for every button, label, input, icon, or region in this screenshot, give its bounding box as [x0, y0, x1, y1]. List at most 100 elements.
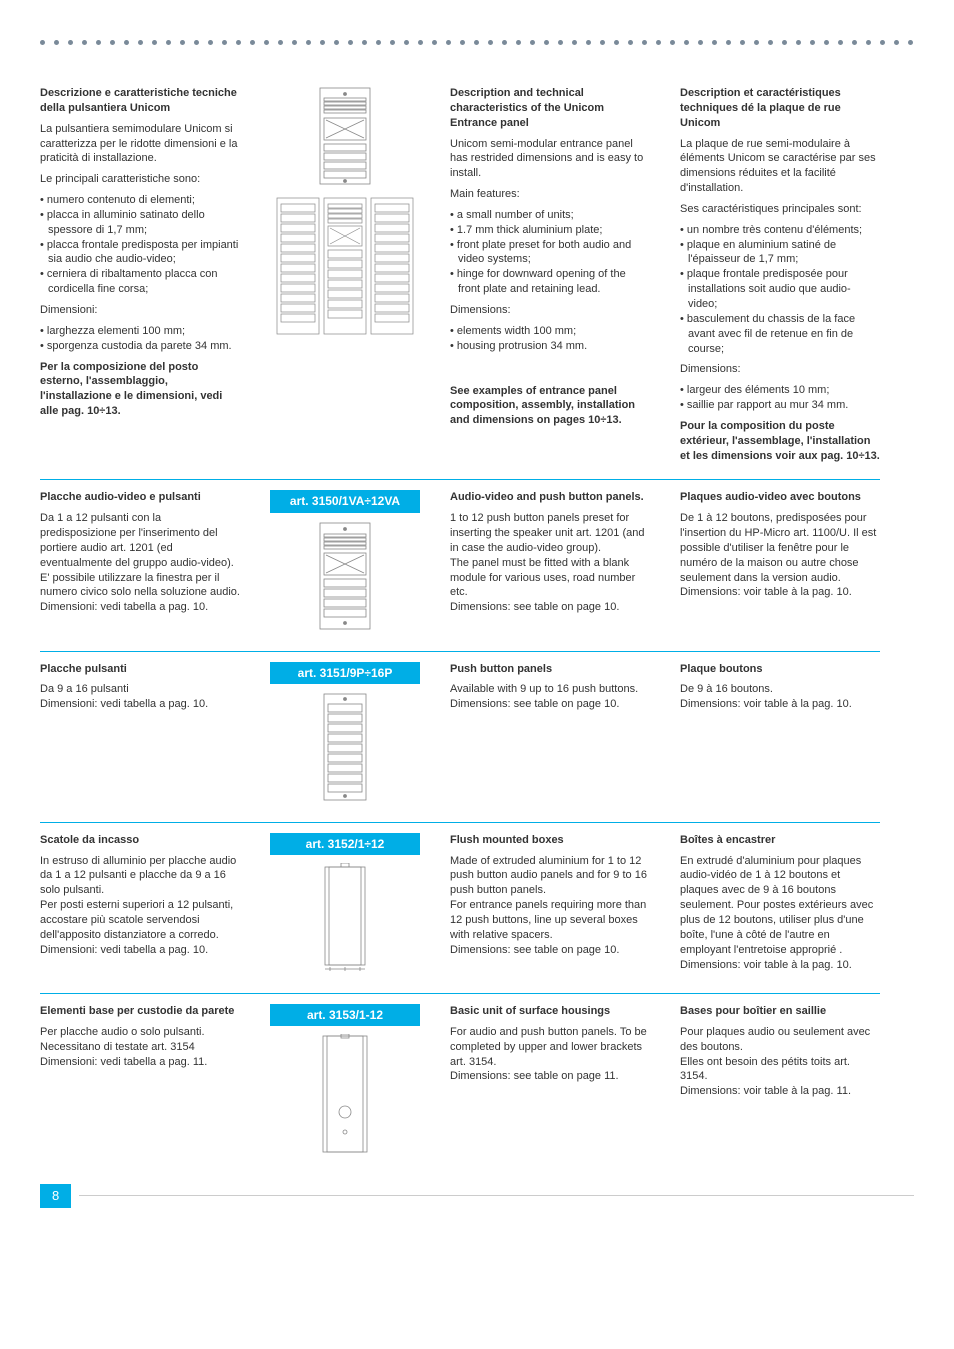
list-item: elements width 100 mm; — [450, 324, 650, 339]
row1-fr-dims: largeur des éléments 10 mm; saillie par … — [680, 383, 880, 413]
row1-it-note: Per la composizione del posto esterno, l… — [40, 360, 240, 419]
row3-it-title: Placche pulsanti — [40, 662, 240, 677]
row4-it-title: Scatole da incasso — [40, 833, 240, 848]
row5-it-title: Elementi base per custodie da parete — [40, 1004, 240, 1019]
row3-art-label: art. 3151/9P÷16P — [270, 662, 420, 684]
row1-col-it: Descrizione e caratteristiche tecniche d… — [40, 86, 240, 469]
row5-fr: Bases pour boîtier en saillie Pour plaqu… — [680, 1004, 880, 1164]
row1-fr-intro: La plaque de rue semi-modulaire à élémen… — [680, 137, 880, 196]
row5-art-diagram: art. 3153/1-12 — [270, 1004, 420, 1164]
list-item: a small number of units; — [450, 208, 650, 223]
row1-en-dims: elements width 100 mm; housing protrusio… — [450, 324, 650, 354]
list-item: largeur des éléments 10 mm; — [680, 383, 880, 398]
page-footer: 8 — [40, 1184, 914, 1208]
list-item: un nombre très contenu d'éléments; — [680, 223, 880, 238]
row1-fr-bullets: un nombre très contenu d'éléments; plaqu… — [680, 223, 880, 357]
list-item: housing protrusion 34 mm. — [450, 339, 650, 354]
list-item: front plate preset for both audio and vi… — [450, 238, 650, 268]
row1-it-lead: Le principali caratteristiche sono: — [40, 172, 240, 187]
row4-it-body: In estruso di alluminio per placche audi… — [40, 854, 240, 958]
row2-fr: Plaques audio-video avec boutons De 1 à … — [680, 490, 880, 640]
row4-fr: Boîtes à encastrer En extrudé d'aluminiu… — [680, 833, 880, 983]
row1-en-bullets: a small number of units; 1.7 mm thick al… — [450, 208, 650, 297]
row1-diagrams — [270, 86, 420, 469]
row1-col-fr: Description et caractéristiques techniqu… — [680, 86, 880, 469]
row3-it: Placche pulsanti Da 9 a 16 pulsanti Dime… — [40, 662, 240, 812]
row1-en-title: Description and technical characteristic… — [450, 86, 650, 131]
list-item: saillie par rapport au mur 34 mm. — [680, 398, 880, 413]
row4-it: Scatole da incasso In estruso di allumin… — [40, 833, 240, 983]
row3-fr: Plaque boutons De 9 à 16 boutons. Dimens… — [680, 662, 880, 812]
divider — [40, 822, 880, 823]
list-item: sporgenza custodia da parete 34 mm. — [40, 339, 240, 354]
row4-fr-body: En extrudé d'aluminium pour plaques audi… — [680, 854, 880, 973]
list-item: placca frontale predisposta per impianti… — [40, 238, 240, 268]
row3-fr-title: Plaque boutons — [680, 662, 880, 677]
row1-en-lead: Main features: — [450, 187, 650, 202]
divider — [40, 651, 880, 652]
row1-it-dims-h: Dimensioni: — [40, 303, 240, 318]
row2-art-label: art. 3150/1VA÷12VA — [270, 490, 420, 512]
row3-fr-body: De 9 à 16 boutons. Dimensions: voir tabl… — [680, 682, 880, 712]
list-item: plaque frontale predisposée pour install… — [680, 267, 880, 312]
row2-it-body: Da 1 a 12 pulsanti con la predisposizion… — [40, 511, 240, 615]
row3-art-diagram: art. 3151/9P÷16P — [270, 662, 420, 812]
row3-it-body: Da 9 a 16 pulsanti Dimensioni: vedi tabe… — [40, 682, 240, 712]
row5-en-title: Basic unit of surface housings — [450, 1004, 650, 1019]
row5-en-body: For audio and push button panels. To be … — [450, 1025, 650, 1084]
row5-it: Elementi base per custodie da parete Per… — [40, 1004, 240, 1164]
list-item: cerniera di ribaltamento placca con cord… — [40, 267, 240, 297]
row1-it-bullets: numero contenuto di elementi; placca in … — [40, 193, 240, 297]
decorative-dots — [40, 40, 914, 46]
row1-it-intro: La pulsantiera semimodulare Unicom si ca… — [40, 122, 240, 167]
row1-fr-lead: Ses caractéristiques principales sont: — [680, 202, 880, 217]
diagram-3151 — [270, 692, 420, 802]
list-item: basculement du chassis de la face avant … — [680, 312, 880, 357]
row4-en-title: Flush mounted boxes — [450, 833, 650, 848]
row2-en-title: Audio-video and push button panels. — [450, 490, 650, 505]
row4-fr-title: Boîtes à encastrer — [680, 833, 880, 848]
row2-fr-body: De 1 à 12 boutons, predisposées pour l'i… — [680, 511, 880, 600]
diagram-panel-triple — [270, 196, 420, 336]
row1-en-dims-h: Dimensions: — [450, 303, 650, 318]
diagram-3150 — [270, 521, 420, 631]
divider — [40, 479, 880, 480]
list-item: placca in alluminio satinato dello spess… — [40, 208, 240, 238]
page-number: 8 — [40, 1184, 71, 1208]
row4-art-diagram: art. 3152/1÷12 — [270, 833, 420, 983]
list-item: plaque en aluminium satiné de l'épaisseu… — [680, 238, 880, 268]
row5-fr-body: Pour plaques audio ou seulement avec des… — [680, 1025, 880, 1099]
diagram-3152 — [270, 863, 420, 973]
diagram-3153 — [270, 1034, 420, 1154]
row2-it-title: Placche audio-video e pulsanti — [40, 490, 240, 505]
row2-en-body: 1 to 12 push button panels preset for in… — [450, 511, 650, 615]
row5-fr-title: Bases pour boîtier en saillie — [680, 1004, 880, 1019]
row2-it: Placche audio-video e pulsanti Da 1 a 12… — [40, 490, 240, 640]
row3-en: Push button panels Available with 9 up t… — [450, 662, 650, 812]
list-item: hinge for downward opening of the front … — [450, 267, 650, 297]
row4-en: Flush mounted boxes Made of extruded alu… — [450, 833, 650, 983]
row3-en-title: Push button panels — [450, 662, 650, 677]
divider — [40, 993, 880, 994]
row4-art-label: art. 3152/1÷12 — [270, 833, 420, 855]
row1-fr-dims-h: Dimensions: — [680, 362, 880, 377]
row2-en: Audio-video and push button panels. 1 to… — [450, 490, 650, 640]
row3-en-body: Available with 9 up to 16 push buttons. … — [450, 682, 650, 712]
row1-it-title: Descrizione e caratteristiche tecniche d… — [40, 86, 240, 116]
row1-col-en: Description and technical characteristic… — [450, 86, 650, 469]
row1-en-intro: Unicom semi-modular entrance panel has r… — [450, 137, 650, 182]
row4-en-body: Made of extruded aluminium for 1 to 12 p… — [450, 854, 650, 958]
row2-art-diagram: art. 3150/1VA÷12VA — [270, 490, 420, 640]
row1-fr-note: Pour la composition du poste extérieur, … — [680, 419, 880, 464]
row1-it-dims: larghezza elementi 100 mm; sporgenza cus… — [40, 324, 240, 354]
list-item: numero contenuto di elementi; — [40, 193, 240, 208]
list-item: larghezza elementi 100 mm; — [40, 324, 240, 339]
row1-fr-title: Description et caractéristiques techniqu… — [680, 86, 880, 131]
list-item: 1.7 mm thick aluminium plate; — [450, 223, 650, 238]
row1-en-note: See examples of entrance panel compositi… — [450, 384, 650, 429]
row5-art-label: art. 3153/1-12 — [270, 1004, 420, 1026]
row5-en: Basic unit of surface housings For audio… — [450, 1004, 650, 1164]
diagram-panel-small — [270, 86, 420, 186]
footer-line — [79, 1195, 914, 1196]
row2-fr-title: Plaques audio-video avec boutons — [680, 490, 880, 505]
